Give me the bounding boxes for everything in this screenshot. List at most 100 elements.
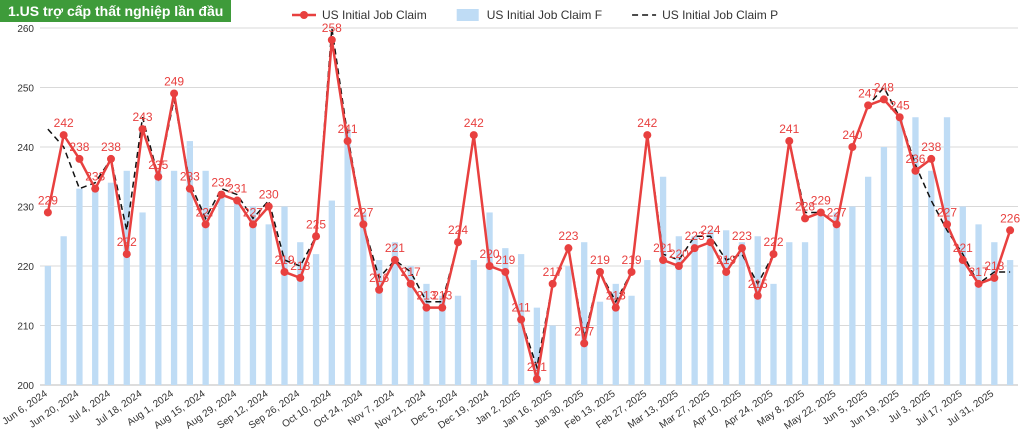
point — [43, 208, 52, 217]
value-label: 217 — [969, 265, 989, 279]
bar — [139, 212, 146, 385]
point — [753, 291, 762, 300]
value-label: 240 — [842, 128, 862, 142]
bar — [896, 117, 903, 385]
bar — [912, 117, 919, 385]
y-tick-label: 210 — [17, 322, 34, 333]
value-label: 258 — [322, 21, 342, 35]
value-label: 219 — [274, 253, 294, 267]
value-label: 220 — [480, 247, 500, 261]
bar — [297, 242, 304, 385]
bar — [454, 295, 462, 385]
value-label: 223 — [732, 229, 752, 243]
value-label: 248 — [874, 80, 894, 94]
legend-label: US Initial Job Claim F — [487, 8, 602, 22]
bar — [738, 242, 746, 385]
value-label: 227 — [937, 205, 957, 219]
point — [91, 184, 100, 193]
bar — [375, 260, 383, 385]
bar — [644, 260, 651, 385]
bar — [581, 242, 588, 385]
bar — [833, 212, 840, 385]
bar — [691, 236, 698, 385]
point — [280, 267, 289, 276]
point — [185, 184, 194, 193]
value-label: 241 — [779, 122, 799, 136]
point — [248, 220, 257, 229]
value-label: 218 — [290, 259, 310, 273]
point — [958, 256, 967, 265]
bar — [44, 266, 52, 385]
point — [138, 125, 147, 134]
point — [233, 196, 242, 205]
value-label: 201 — [527, 360, 547, 374]
point — [106, 154, 115, 163]
point — [375, 285, 384, 294]
bar — [880, 147, 888, 385]
point — [659, 256, 668, 265]
value-label: 227 — [196, 205, 216, 219]
y-tick-label: 230 — [17, 203, 34, 214]
point — [832, 220, 841, 229]
point — [911, 166, 920, 175]
value-label: 220 — [669, 247, 689, 261]
bar — [754, 236, 761, 385]
point — [454, 238, 463, 247]
bar — [801, 242, 809, 385]
value-label: 238 — [69, 140, 89, 154]
value-label: 232 — [211, 176, 231, 190]
point — [485, 262, 494, 270]
value-label: 219 — [622, 253, 642, 267]
point — [595, 267, 604, 276]
point — [564, 244, 573, 253]
bar — [659, 176, 667, 385]
bar — [533, 307, 541, 385]
bar — [234, 200, 241, 385]
bar — [786, 242, 793, 385]
legend-label: US Initial Job Claim P — [662, 8, 778, 22]
value-label: 229 — [811, 193, 831, 207]
value-label: 217 — [401, 265, 421, 279]
value-label: 241 — [338, 122, 358, 136]
bar — [928, 170, 935, 385]
value-label: 219 — [716, 253, 736, 267]
value-label: 219 — [590, 253, 610, 267]
legend-item: US Initial Job Claim F — [456, 8, 602, 22]
bar — [675, 236, 683, 385]
value-label: 233 — [180, 170, 200, 184]
bar — [565, 266, 572, 385]
point — [769, 250, 778, 259]
point — [438, 303, 447, 312]
point — [501, 267, 510, 276]
bar — [202, 170, 209, 385]
value-label: 231 — [227, 182, 247, 196]
point — [943, 220, 952, 229]
point — [927, 154, 936, 163]
point — [327, 35, 336, 44]
bar — [849, 206, 856, 385]
value-label: 242 — [637, 116, 657, 130]
value-label: 222 — [117, 235, 137, 249]
bar — [328, 200, 335, 385]
bar — [549, 325, 556, 385]
point — [674, 262, 683, 270]
point — [611, 303, 620, 312]
bar — [107, 182, 115, 385]
value-label: 238 — [101, 140, 121, 154]
bar — [281, 206, 288, 385]
bar — [975, 224, 982, 385]
point — [864, 101, 873, 110]
point — [706, 238, 715, 247]
bar — [123, 170, 130, 385]
value-label: 233 — [85, 170, 105, 184]
point — [548, 279, 557, 288]
point — [312, 232, 321, 241]
value-label: 213 — [606, 289, 626, 303]
point — [154, 172, 163, 181]
bar — [1006, 260, 1014, 385]
value-label: 207 — [574, 324, 594, 338]
bar — [864, 176, 872, 385]
point — [517, 315, 526, 324]
